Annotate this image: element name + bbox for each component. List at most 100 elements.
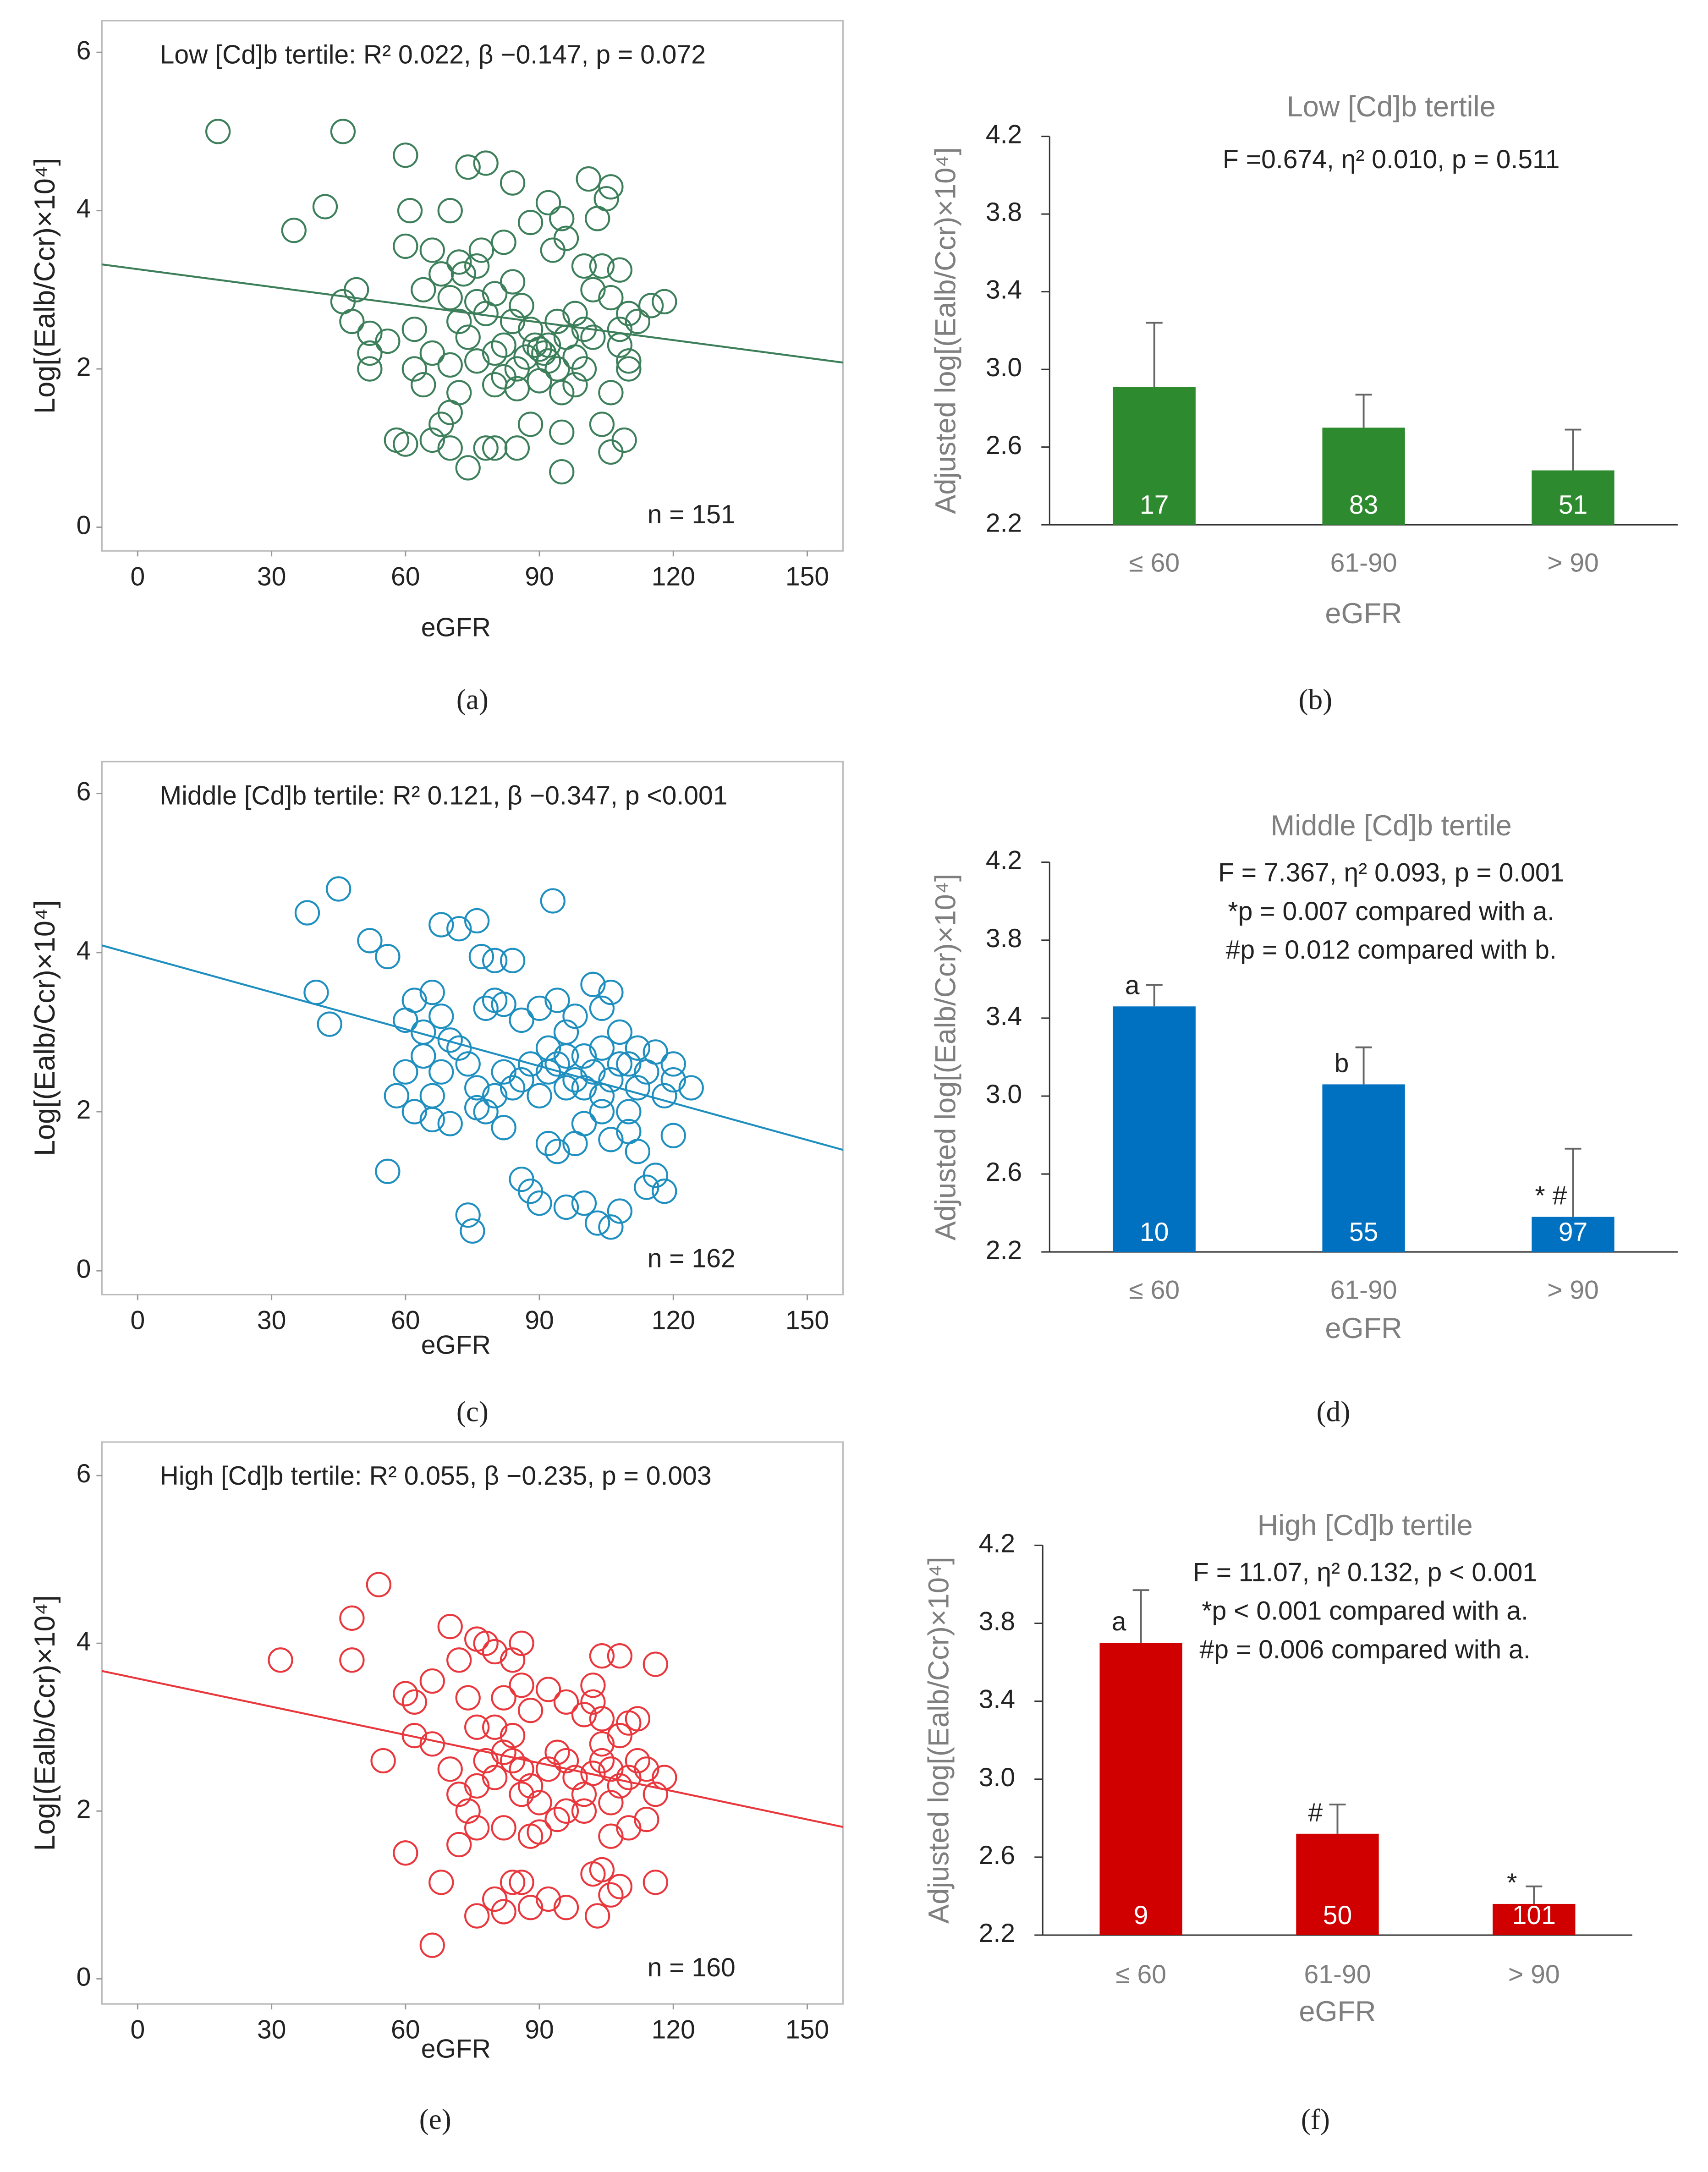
annotation: *p < 0.001 compared with a. xyxy=(1202,1596,1528,1626)
point xyxy=(562,1765,588,1790)
x-tick-label: 90 xyxy=(525,1306,554,1335)
point xyxy=(553,1798,579,1824)
point xyxy=(571,1798,597,1824)
plot-frame xyxy=(101,20,844,552)
point xyxy=(437,435,463,461)
point xyxy=(509,1782,534,1807)
y-tick-label: 2.6 xyxy=(986,431,1022,460)
y-tick-label: 6 xyxy=(77,777,91,806)
point xyxy=(571,1190,597,1216)
count-label: 17 xyxy=(1140,490,1169,520)
point xyxy=(419,237,445,263)
point xyxy=(375,328,401,354)
point xyxy=(576,166,601,192)
point xyxy=(634,1059,659,1085)
point xyxy=(411,1043,436,1069)
point xyxy=(393,1059,418,1085)
point xyxy=(393,233,418,259)
point xyxy=(517,1051,544,1077)
point xyxy=(616,1051,642,1077)
point xyxy=(580,971,606,997)
point xyxy=(437,1111,463,1136)
point xyxy=(598,1823,624,1849)
point xyxy=(357,928,383,954)
plot-frame xyxy=(101,1441,844,2005)
point xyxy=(585,1903,610,1929)
point xyxy=(464,908,490,934)
point xyxy=(464,348,490,374)
point xyxy=(607,1722,633,1749)
point xyxy=(419,979,445,1005)
point xyxy=(464,1075,490,1101)
x-axis-label: eGFR xyxy=(1299,1996,1376,2028)
point xyxy=(517,1698,544,1723)
point xyxy=(437,352,463,378)
x-tick-label: 0 xyxy=(130,562,145,591)
point xyxy=(411,372,436,398)
x-tick-label: 60 xyxy=(391,2015,420,2044)
point xyxy=(611,427,637,453)
x-tick-label: 0 xyxy=(130,2015,145,2044)
point xyxy=(527,1790,552,1815)
x-tick-label: ≤ 60 xyxy=(1129,548,1180,577)
n-label: n = 160 xyxy=(648,1953,736,1982)
fit-line xyxy=(102,263,843,364)
y-tick-label: 3.0 xyxy=(986,1080,1022,1109)
point xyxy=(500,948,526,973)
point xyxy=(460,1218,485,1244)
point xyxy=(509,293,534,318)
point xyxy=(437,197,463,224)
point xyxy=(509,1007,534,1033)
stats-label: Low [Cd]b tertile: R² 0.022, β −0.147, p… xyxy=(160,40,706,69)
point xyxy=(571,1782,597,1807)
point xyxy=(589,1643,615,1669)
point xyxy=(589,1099,615,1124)
point xyxy=(411,277,436,303)
point xyxy=(504,435,530,461)
point xyxy=(504,356,530,382)
point xyxy=(544,1806,570,1832)
point xyxy=(437,1756,463,1782)
point xyxy=(468,943,494,970)
point xyxy=(527,368,552,394)
point xyxy=(544,308,570,335)
point xyxy=(482,948,508,973)
point xyxy=(549,206,575,231)
x-axis-label: eGFR xyxy=(421,613,491,642)
point xyxy=(455,324,481,350)
bar xyxy=(1532,1217,1615,1252)
x-tick-label: 90 xyxy=(525,562,554,591)
point xyxy=(598,380,624,406)
x-tick-label: 30 xyxy=(257,1306,286,1335)
point xyxy=(446,1782,472,1807)
point xyxy=(491,230,516,255)
count-label: 50 xyxy=(1323,1901,1352,1930)
point xyxy=(616,301,642,326)
point xyxy=(598,1882,624,1908)
point xyxy=(562,344,588,370)
point xyxy=(464,1095,490,1121)
point xyxy=(643,1163,668,1188)
point xyxy=(401,1099,427,1124)
point xyxy=(562,372,588,398)
point xyxy=(589,411,615,437)
annotation: F = 11.07, η² 0.132, p < 0.001 xyxy=(1193,1558,1537,1587)
x-tick-label: 61-90 xyxy=(1330,548,1397,577)
point xyxy=(517,1895,544,1920)
point xyxy=(419,1107,445,1133)
bar-label: # xyxy=(1308,1798,1323,1827)
x-tick-label: ≤ 60 xyxy=(1129,1275,1180,1305)
point xyxy=(500,1722,526,1749)
point xyxy=(589,1731,615,1757)
point xyxy=(464,1773,490,1799)
y-tick-label: 0 xyxy=(77,1962,91,1991)
x-tick-label: 61-90 xyxy=(1330,1275,1397,1305)
point xyxy=(544,1051,570,1077)
point xyxy=(281,218,307,243)
y-axis-label: Log[(Ealb/Ccr)×10⁴] xyxy=(29,900,61,1156)
y-tick-label: 2 xyxy=(77,1794,91,1824)
point xyxy=(455,1685,481,1711)
point xyxy=(553,1194,579,1220)
point xyxy=(491,992,516,1017)
point xyxy=(326,876,351,902)
